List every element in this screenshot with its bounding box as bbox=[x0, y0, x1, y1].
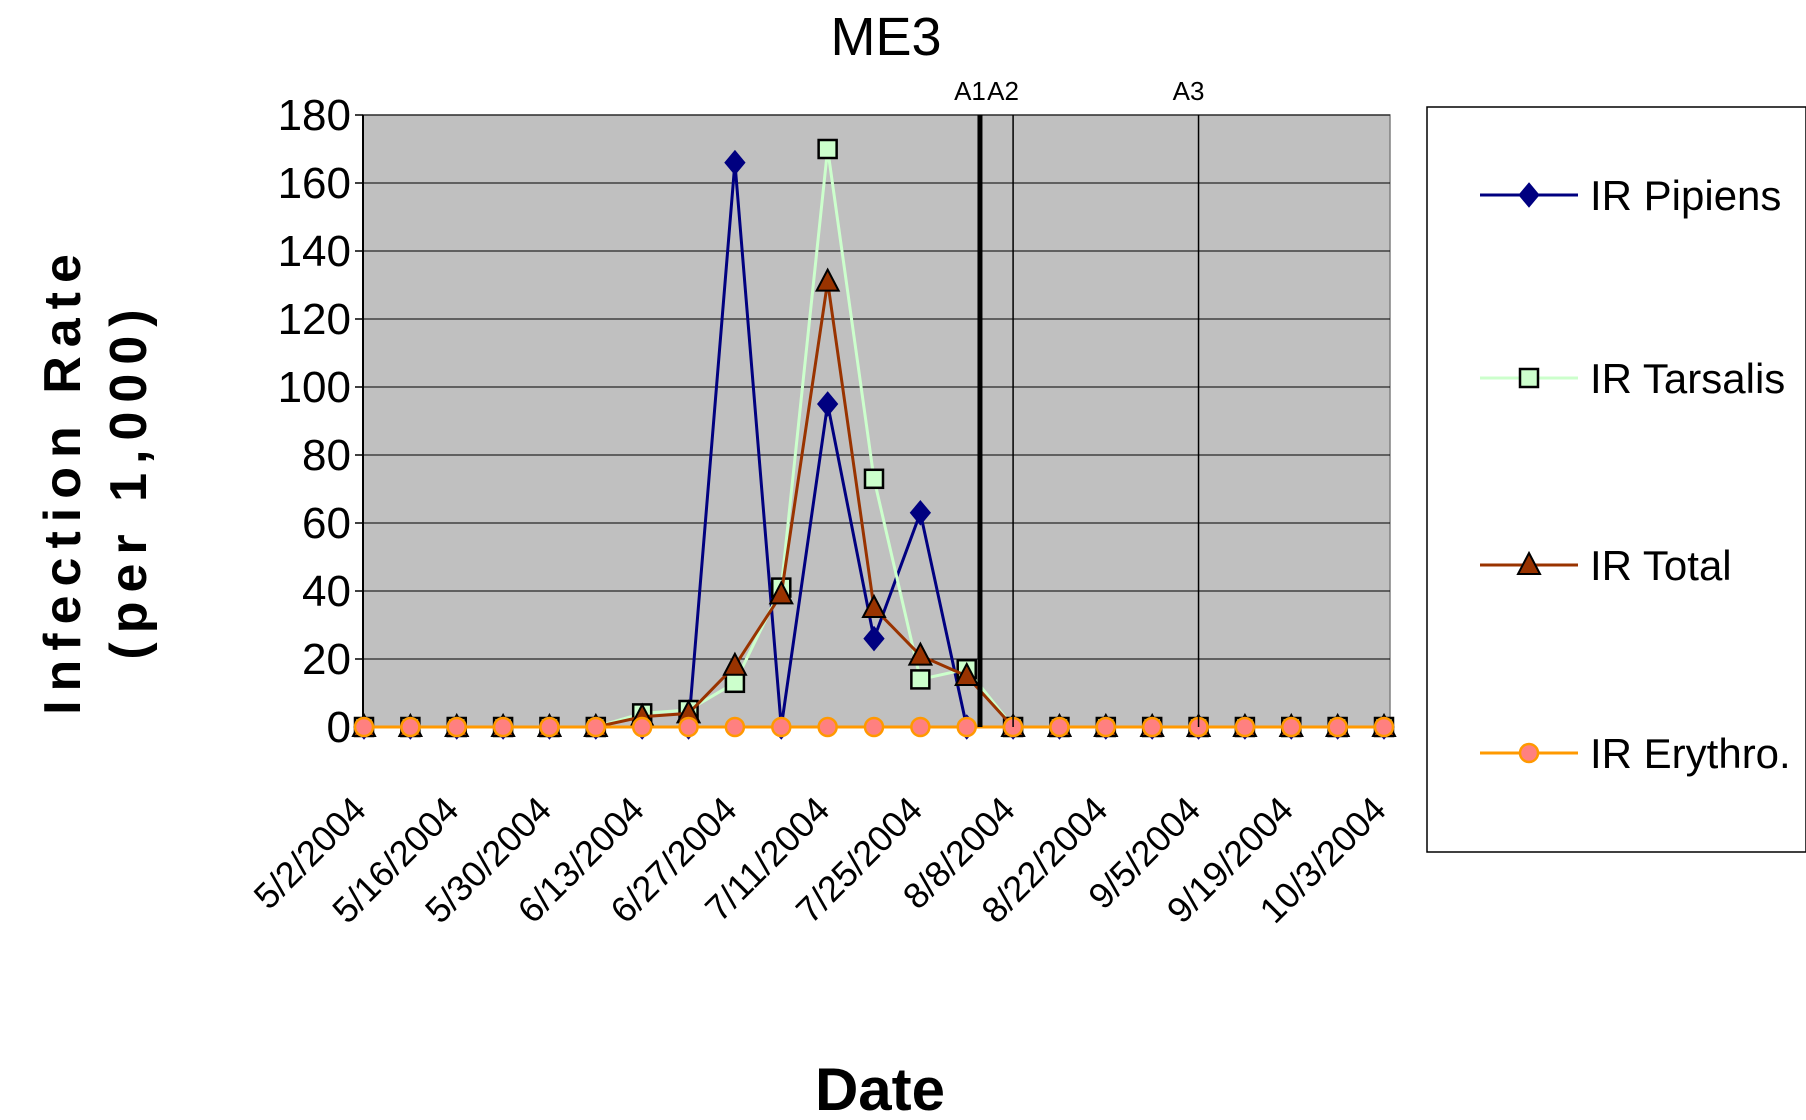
x-axis-label: Date bbox=[815, 1056, 945, 1120]
data-point-ir-erythro bbox=[910, 716, 931, 738]
data-point-ir-total bbox=[907, 641, 934, 666]
plot-area bbox=[362, 114, 1391, 728]
y-axis-label: Infection Rate (per 1,000) bbox=[34, 245, 158, 715]
data-point-ir-erythro bbox=[631, 716, 653, 738]
legend: IR Pipiens IR Tarsalis IR Total IR Erythro. bbox=[1480, 172, 1791, 777]
data-point-ir-erythro bbox=[1234, 716, 1256, 738]
y-tick-label: 60 bbox=[302, 499, 351, 548]
y-axis-ticks: 0 20 40 60 80 100 120 140 160 180 bbox=[278, 91, 363, 752]
y-tick-label: 180 bbox=[278, 91, 351, 140]
data-point-ir-erythro bbox=[1373, 716, 1395, 738]
data-point-ir-erythro bbox=[1327, 716, 1348, 738]
data-point-ir-erythro bbox=[539, 716, 560, 738]
data-point-ir-total bbox=[814, 267, 841, 292]
legend-marker-ir-erythro bbox=[1518, 742, 1540, 764]
data-point-ir-erythro bbox=[771, 716, 792, 738]
x-axis-ticks: 5/2/20045/16/20045/30/20046/13/20046/27/… bbox=[246, 727, 1394, 931]
legend-marker-ir-total bbox=[1516, 550, 1542, 575]
y-tick-label: 20 bbox=[302, 635, 351, 684]
data-point-ir-total bbox=[722, 651, 748, 676]
data-point-ir-erythro bbox=[863, 716, 885, 738]
data-point-ir-total bbox=[861, 593, 887, 618]
y-tick-label: 0 bbox=[327, 703, 351, 752]
data-point-ir-erythro bbox=[724, 716, 746, 738]
data-point-ir-erythro bbox=[1141, 716, 1163, 738]
y-axis-label-line1: Infection Rate bbox=[34, 245, 92, 715]
data-point-ir-pipiens bbox=[816, 391, 839, 417]
legend-marker-ir-tarsalis bbox=[1518, 367, 1540, 389]
data-point-ir-erythro bbox=[956, 716, 977, 738]
annotation-label: A2 bbox=[987, 76, 1019, 106]
data-point-ir-erythro bbox=[1049, 716, 1070, 738]
legend-marker-ir-pipiens bbox=[1518, 182, 1540, 208]
data-point-ir-total bbox=[768, 580, 794, 605]
data-point-ir-erythro bbox=[353, 716, 375, 738]
data-point-ir-pipiens bbox=[909, 500, 932, 526]
data-point-ir-erythro bbox=[1095, 716, 1117, 738]
y-tick-label: 160 bbox=[278, 159, 351, 208]
y-tick-label: 100 bbox=[278, 363, 351, 412]
y-axis-label-line2: (per 1,000) bbox=[100, 300, 158, 659]
data-point-ir-tarsalis bbox=[910, 669, 931, 690]
chart-title: ME3 bbox=[830, 7, 941, 67]
annotation-label: A1 bbox=[954, 76, 986, 106]
data-point-ir-erythro bbox=[678, 716, 699, 738]
plot-background bbox=[362, 114, 1391, 728]
annotations: A1 A2 A3 bbox=[954, 76, 1204, 727]
data-point-ir-erythro bbox=[446, 716, 467, 738]
data-point-ir-total bbox=[954, 661, 980, 686]
y-tick-label: 140 bbox=[278, 227, 351, 276]
data-point-ir-pipiens bbox=[863, 625, 885, 652]
series-lines bbox=[351, 138, 1397, 740]
data-point-ir-tarsalis bbox=[724, 672, 746, 694]
y-tick-label: 120 bbox=[278, 295, 351, 344]
data-point-ir-tarsalis bbox=[863, 468, 885, 490]
data-point-ir-tarsalis bbox=[817, 138, 838, 160]
data-point-ir-erythro bbox=[400, 716, 421, 738]
annotation-label: A3 bbox=[1173, 76, 1205, 106]
y-tick-label: 80 bbox=[302, 431, 351, 480]
data-point-ir-erythro bbox=[585, 716, 607, 738]
legend-label-ir-erythro: IR Erythro. bbox=[1590, 730, 1791, 777]
data-point-ir-erythro bbox=[492, 716, 514, 738]
data-point-ir-pipiens bbox=[724, 149, 746, 176]
legend-label-ir-total: IR Total bbox=[1590, 542, 1732, 589]
legend-label-ir-tarsalis: IR Tarsalis bbox=[1590, 355, 1785, 402]
y-tick-label: 40 bbox=[302, 567, 351, 616]
legend-box bbox=[1426, 106, 1806, 853]
data-point-ir-erythro bbox=[1281, 716, 1302, 738]
data-point-ir-erythro bbox=[817, 716, 838, 738]
legend-label-ir-pipiens: IR Pipiens bbox=[1590, 172, 1781, 219]
